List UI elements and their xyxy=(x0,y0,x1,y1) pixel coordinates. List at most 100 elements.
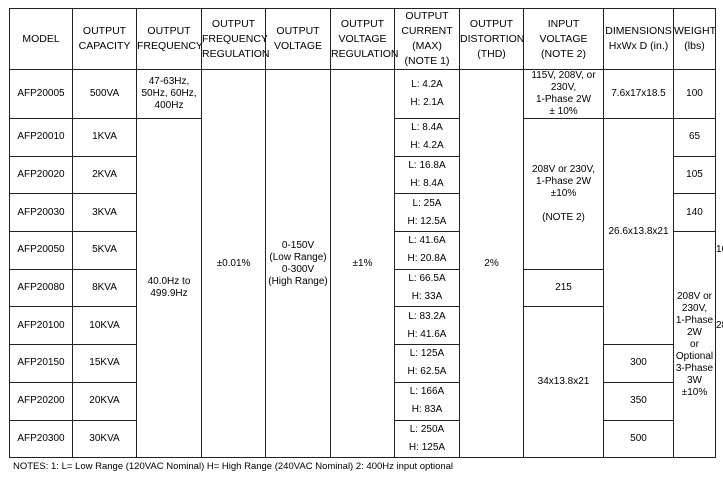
table-row: AFP20050 5KVA L: 41.6A H: 20.8A 208V or 2… xyxy=(9,231,723,459)
current-high: H: 33A xyxy=(411,291,443,303)
table-row: AFP20300 30KVA L: 250A H: 125A 500 xyxy=(9,419,716,459)
header-row: MODEL OUTPUT CAPACITY OUTPUT FREQUENCY OUT… xyxy=(9,8,716,70)
header-line: (MAX) xyxy=(412,40,442,52)
frequency-cell: 40.0Hz to 499.9Hz xyxy=(136,117,202,459)
model-cell: AFP20200 xyxy=(9,381,73,421)
model-cell: AFP20030 xyxy=(9,193,73,233)
current-cell: L: 16.8A H: 8.4A xyxy=(394,155,460,195)
current-high: H: 12.5A xyxy=(407,215,447,227)
model-cell: AFP20150 xyxy=(9,344,73,383)
header-line: OUTPUT xyxy=(405,10,449,22)
weight-cell: 215 xyxy=(523,268,604,308)
table-row: AFP20150 15KVA L: 125A H: 62.5A 300 xyxy=(9,344,716,383)
header-line: OUTPUT xyxy=(340,17,385,30)
header-line: VOLTAGE xyxy=(273,40,323,52)
header-line: OUTPUT xyxy=(82,25,127,37)
weight-cell: 500 xyxy=(603,419,674,459)
current-cell: L: 41.6A H: 20.8A xyxy=(394,231,460,270)
current-low: L: 41.6A xyxy=(408,235,446,247)
current-cell: L: 125A H: 62.5A xyxy=(394,344,460,383)
header-line: DISTORTION xyxy=(460,32,525,45)
header-line: HxWx D (in.) xyxy=(608,40,669,52)
current-low: L: 16.8A xyxy=(408,160,446,172)
weight-cell: 100 xyxy=(673,69,716,119)
current-low: L: 83.2A xyxy=(408,310,446,322)
current-high: H: 62.5A xyxy=(407,366,447,378)
model-cell: AFP20050 xyxy=(9,231,73,270)
header-output-capacity: OUTPUT CAPACITY xyxy=(72,8,137,70)
capacity-cell: 1KVA xyxy=(72,118,137,157)
current-cell: L: 4.2A H: 2.1A xyxy=(394,69,460,119)
header-line: CAPACITY xyxy=(78,40,131,52)
capacity-cell: 8KVA xyxy=(72,268,137,308)
capacity-cell: 3KVA xyxy=(72,193,137,233)
model-cell: AFP20020 xyxy=(9,155,73,195)
table-row: AFP20080 8KVA L: 66.5A H: 33A 215 xyxy=(9,268,716,308)
current-high: H: 8.4A xyxy=(410,178,444,190)
current-low: L: 166A xyxy=(409,386,445,398)
current-high: H: 20.8A xyxy=(407,253,447,265)
capacity-cell: 5KVA xyxy=(72,231,137,270)
spec-table: MODEL OUTPUT CAPACITY OUTPUT FREQUENCY OUT… xyxy=(9,8,723,459)
frequency-cell: 47-63Hz, 50Hz, 60Hz, 400Hz xyxy=(136,69,202,119)
voltage-cell: 0-150V (Low Range) 0-300V (High Range) xyxy=(265,68,331,459)
current-high: H: 2.1A xyxy=(410,97,444,108)
model-cell: AFP20080 xyxy=(9,268,73,308)
current-cell: L: 83.2A H: 41.6A xyxy=(394,306,460,346)
voltage-text: 0-150V (Low Range) 0-300V (High Range) xyxy=(268,239,328,287)
capacity-cell: 30KVA xyxy=(72,419,137,459)
header-line: VOLTAGE xyxy=(539,32,588,45)
capacity-cell: 15KVA xyxy=(72,344,137,383)
header-line: REGULATION xyxy=(202,47,270,60)
model-cell: AFP20100 xyxy=(9,306,73,346)
header-line: INPUT xyxy=(547,17,580,30)
header-line: (THD) xyxy=(477,47,506,60)
current-cell: L: 8.4A H: 4.2A xyxy=(394,118,460,157)
header-line: FREQUENCY xyxy=(137,40,203,52)
model-cell: AFP20010 xyxy=(9,118,73,157)
header-line: OUTPUT xyxy=(276,25,320,37)
header-model: MODEL xyxy=(9,8,73,70)
input-voltage-text-1: 115V, 208V, or 230V, 1-Phase 2W ± 10% xyxy=(531,70,596,117)
header-line: OUTPUT xyxy=(147,25,191,37)
header-line: CURRENT xyxy=(401,25,453,37)
voltage-regulation-cell: ±1% xyxy=(330,68,395,459)
weight-cell: 140 xyxy=(673,193,716,233)
current-high: H: 4.2A xyxy=(410,140,444,152)
current-high: H: 125A xyxy=(408,441,446,453)
current-cell: L: 250A H: 125A xyxy=(394,419,460,459)
distortion-cell: 2% xyxy=(459,68,524,459)
frequency-regulation-cell: ±0.01% xyxy=(201,68,266,459)
header-weight: WEIGHT (lbs) xyxy=(673,8,716,70)
model-cell: AFP20300 xyxy=(9,419,73,459)
header-line: (NOTE 1) xyxy=(404,55,450,67)
dimensions-cell-1: 7.6x17x18.5 xyxy=(603,69,674,119)
weight-cell: 300 xyxy=(603,344,674,383)
capacity-cell: 500VA xyxy=(72,69,137,119)
header-output-distortion: OUTPUT DISTORTION (THD) xyxy=(459,8,525,70)
header-voltage-regulation: OUTPUT VOLTAGE REGULATION xyxy=(330,8,399,70)
current-high: H: 83A xyxy=(411,404,443,416)
table-row: AFP20010 1KVA 40.0Hz to 499.9Hz L: 8.4A H… xyxy=(9,117,716,459)
input-voltage-cell-3: 208V or 230V, 1-Phase 2W or Optional 3-P… xyxy=(673,231,716,459)
header-line: WEIGHT xyxy=(674,25,716,37)
input-voltage-text-3: 208V or 230V, 1-Phase 2W or Optional 3-P… xyxy=(675,290,714,398)
current-low: L: 4.2A xyxy=(411,79,443,90)
frequency-first-text: 47-63Hz, 50Hz, 60Hz, 400Hz xyxy=(141,76,197,111)
header-line: REGULATION xyxy=(331,47,399,60)
input-voltage-text-2: 208V or 230V, 1-Phase 2W ±10% (NOTE 2) xyxy=(531,163,596,223)
header-output-frequency: OUTPUT FREQUENCY xyxy=(136,8,203,70)
input-voltage-cell-2: 208V or 230V, 1-Phase 2W ±10% (NOTE 2) xyxy=(523,118,604,270)
weight-cell: 350 xyxy=(603,381,674,421)
header-output-current: OUTPUT CURRENT (MAX) (NOTE 1) xyxy=(394,8,460,70)
header-line: VOLTAGE xyxy=(338,32,387,45)
current-low: L: 25A xyxy=(412,197,442,209)
dimensions-cell-3: 34x13.8x21 xyxy=(523,306,604,459)
current-low: L: 66.5A xyxy=(408,273,446,285)
current-high: H: 41.6A xyxy=(407,328,447,340)
current-cell: L: 25A H: 12.5A xyxy=(394,193,460,233)
notes-footer: NOTES: 1: L= Low Range (120VAC Nominal) … xyxy=(13,461,454,472)
header-dimensions: DIMENSIONS HxWx D (in.) xyxy=(603,8,674,70)
header-output-voltage: OUTPUT VOLTAGE xyxy=(265,8,331,70)
input-voltage-cell-1: 115V, 208V, or 230V, 1-Phase 2W ± 10% xyxy=(523,69,604,119)
